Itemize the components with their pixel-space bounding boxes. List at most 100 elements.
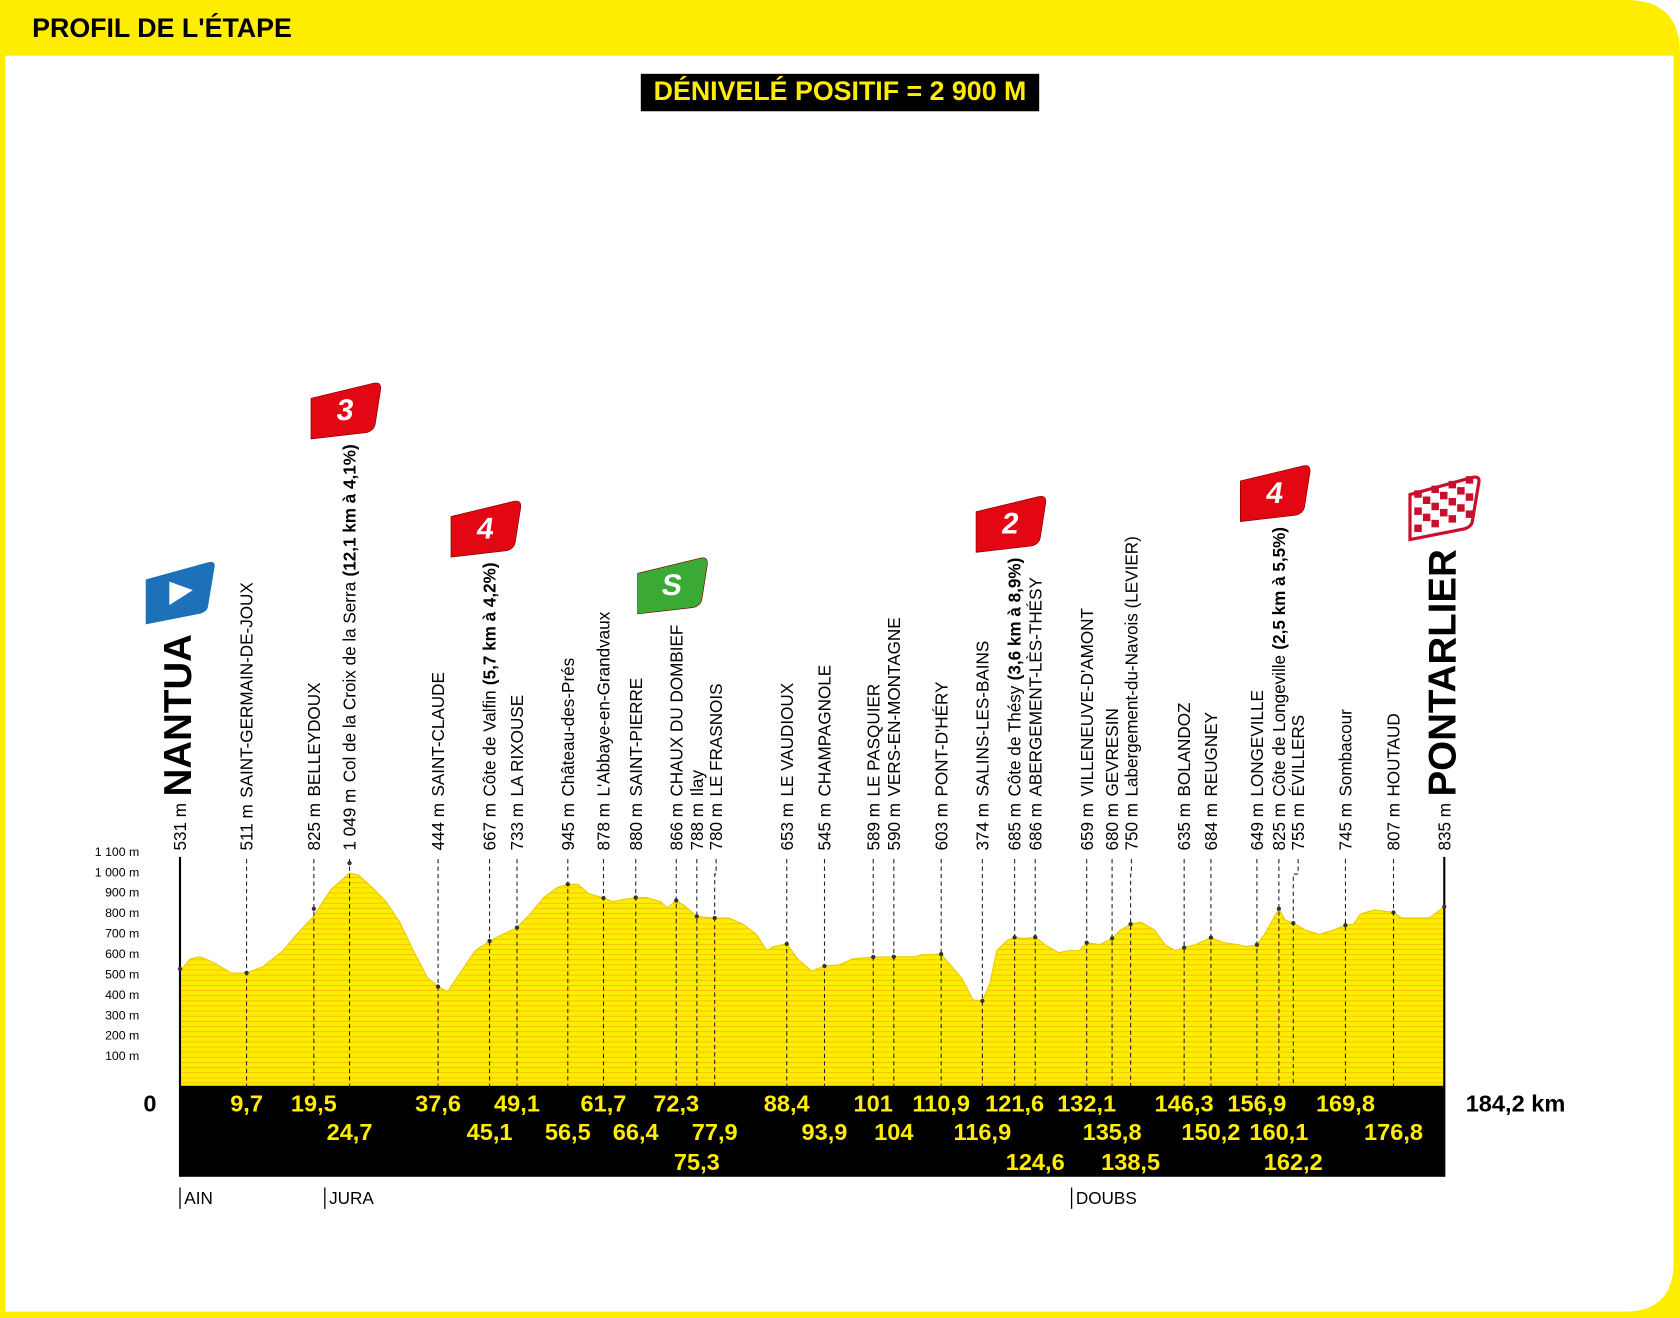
waypoint-altitude: 788 m (687, 803, 706, 851)
waypoint-label: 825 m Côte de Longeville (2,5 km à 5,5%) (1269, 527, 1288, 851)
waypoint-label: 878 m L'Abbaye-en-Grandvaux (594, 611, 613, 850)
waypoint-altitude: 649 m (1247, 803, 1266, 851)
waypoint-point (1291, 920, 1296, 926)
waypoint-name: ABERGEMENT-LÈS-THÉSY (1026, 577, 1045, 797)
km-label: 156,9 (1227, 1090, 1286, 1116)
flag-label: 4 (475, 512, 497, 545)
km-label: 138,5 (1101, 1149, 1160, 1175)
flag-label: 2 (1000, 508, 1021, 541)
finish-check (1448, 480, 1457, 489)
km-label: 124,6 (1006, 1149, 1065, 1175)
waypoint-point (674, 898, 679, 903)
climb-info: (5,7 km à 4,2%) (480, 562, 499, 685)
flag-label: 4 (1264, 477, 1286, 510)
waypoint-altitude: 686 m (1026, 803, 1045, 851)
waypoint-label: 685 m Côte de Thésy (3,6 km à 8,9%) (1005, 558, 1024, 851)
waypoint-label: 835 m PONTARLIER (1422, 549, 1465, 851)
waypoint-label: 866 m CHAUX DU DOMBIEF (667, 625, 686, 851)
km-label: 93,9 (802, 1119, 848, 1145)
waypoint-point (1084, 940, 1089, 945)
waypoint-label: 680 m GEVRESIN (1103, 708, 1122, 850)
waypoint-altitude: 750 m (1122, 803, 1141, 851)
waypoint-label: 733 m LA RIXOUSE (508, 695, 527, 851)
finish-check (1457, 504, 1465, 512)
waypoint-label: 531 m NANTUA (157, 634, 200, 850)
finish-check (1431, 485, 1439, 494)
waypoint-label: 780 m LE FRASNOIS (707, 683, 726, 850)
climb-flag (1239, 465, 1311, 522)
waypoint-name: Sombacour (1336, 709, 1355, 797)
km-label: 19,5 (291, 1090, 337, 1116)
waypoint-altitude: 589 m (864, 803, 883, 851)
waypoint-name: Labergement-du-Navois (LEVIER) (1122, 536, 1141, 796)
y-tick-label: 300 m (105, 1008, 139, 1022)
waypoint-label: 635 m BOLANDOZ (1175, 702, 1194, 850)
waypoint-label: 755 m ÉVILLERS (1289, 715, 1308, 851)
page-title: PROFIL DE L'ÉTAPE (32, 12, 292, 43)
km-label: 24,7 (327, 1119, 373, 1145)
elevation-area (179, 872, 1445, 1087)
start-icon (169, 581, 193, 606)
y-tick-label: 1 100 m (95, 845, 139, 859)
waypoint-label: 788 m Ilay (687, 770, 706, 851)
waypoint-altitude: 684 m (1202, 803, 1221, 851)
km-label: 66,4 (613, 1119, 659, 1145)
waypoint-name: L'Abbaye-en-Grandvaux (594, 611, 613, 796)
waypoint-point (1391, 910, 1396, 915)
finish-check (1440, 508, 1448, 517)
finish-check (1448, 498, 1457, 506)
waypoint-label: 653 m LE VAUDIOUX (777, 682, 796, 850)
waypoint-label: 667 m Côte de Valfin (5,7 km à 4,2%) (480, 562, 499, 850)
y-tick-label: 800 m (105, 906, 139, 920)
waypoint-name: VERS-EN-MONTAGNE (884, 617, 903, 796)
climb-flag (637, 557, 708, 615)
waypoint-label: 511 m SAINT-GERMAIN-DE-JOUX (237, 582, 256, 851)
km-label: 176,8 (1364, 1119, 1423, 1145)
km-label: 77,9 (692, 1119, 738, 1145)
waypoint-altitude: 755 m (1289, 803, 1308, 851)
waypoint-altitude: 880 m (626, 803, 645, 851)
waypoint-name: SAINT-PIERRE (626, 678, 645, 797)
waypoint-point (712, 915, 717, 921)
flag-label: 3 (335, 394, 356, 427)
waypoint-name: PONTARLIER (1422, 549, 1465, 797)
waypoint-point (1442, 904, 1447, 909)
department-name: DOUBS (1076, 1189, 1137, 1208)
waypoint-altitude: 780 m (707, 803, 726, 851)
finish-check (1465, 493, 1474, 501)
waypoint-label: 659 m VILLENEUVE-D'AMONT (1077, 607, 1096, 850)
waypoint-altitude: 603 m (932, 803, 951, 851)
waypoint-altitude: 866 m (667, 803, 686, 851)
km-label: 49,1 (494, 1090, 540, 1116)
waypoint-point (1254, 942, 1260, 947)
waypoint-label: 825 m BELLEYDOUX (304, 682, 323, 851)
km-label: 88,4 (764, 1090, 810, 1116)
finish-check (1414, 524, 1422, 533)
waypoint-name: PONT-D'HÉRY (932, 681, 951, 797)
waypoint-point (177, 966, 183, 971)
waypoint-name: LA RIXOUSE (508, 695, 527, 797)
waypoint-point (1012, 935, 1017, 940)
waypoint-altitude: 531 m (171, 803, 190, 851)
waypoint-label: 807 m HOUTAUD (1384, 713, 1403, 850)
waypoint-name: REUGNEY (1202, 711, 1221, 796)
waypoint-point (1208, 935, 1214, 940)
waypoint-point (487, 938, 492, 944)
waypoint-name: ÉVILLERS (1289, 715, 1308, 797)
y-tick-label: 600 m (105, 947, 139, 961)
waypoint-point (435, 984, 441, 989)
waypoint-label: 444 m SAINT-CLAUDE (429, 672, 448, 850)
waypoint-altitude: 825 m (304, 803, 323, 851)
km-label: 104 (874, 1119, 913, 1145)
waypoint-point (939, 952, 944, 957)
waypoint-label: 374 m SALINS-LES-BAINS (973, 641, 992, 851)
finish-check (1431, 519, 1439, 528)
km-start: 0 (143, 1090, 156, 1116)
y-tick-label: 1 000 m (95, 865, 139, 879)
waypoint-point (694, 914, 699, 919)
waypoint-point (633, 895, 638, 900)
finish-check (1457, 487, 1465, 495)
km-label: 110,9 (912, 1090, 970, 1116)
km-label: 146,3 (1155, 1090, 1214, 1116)
